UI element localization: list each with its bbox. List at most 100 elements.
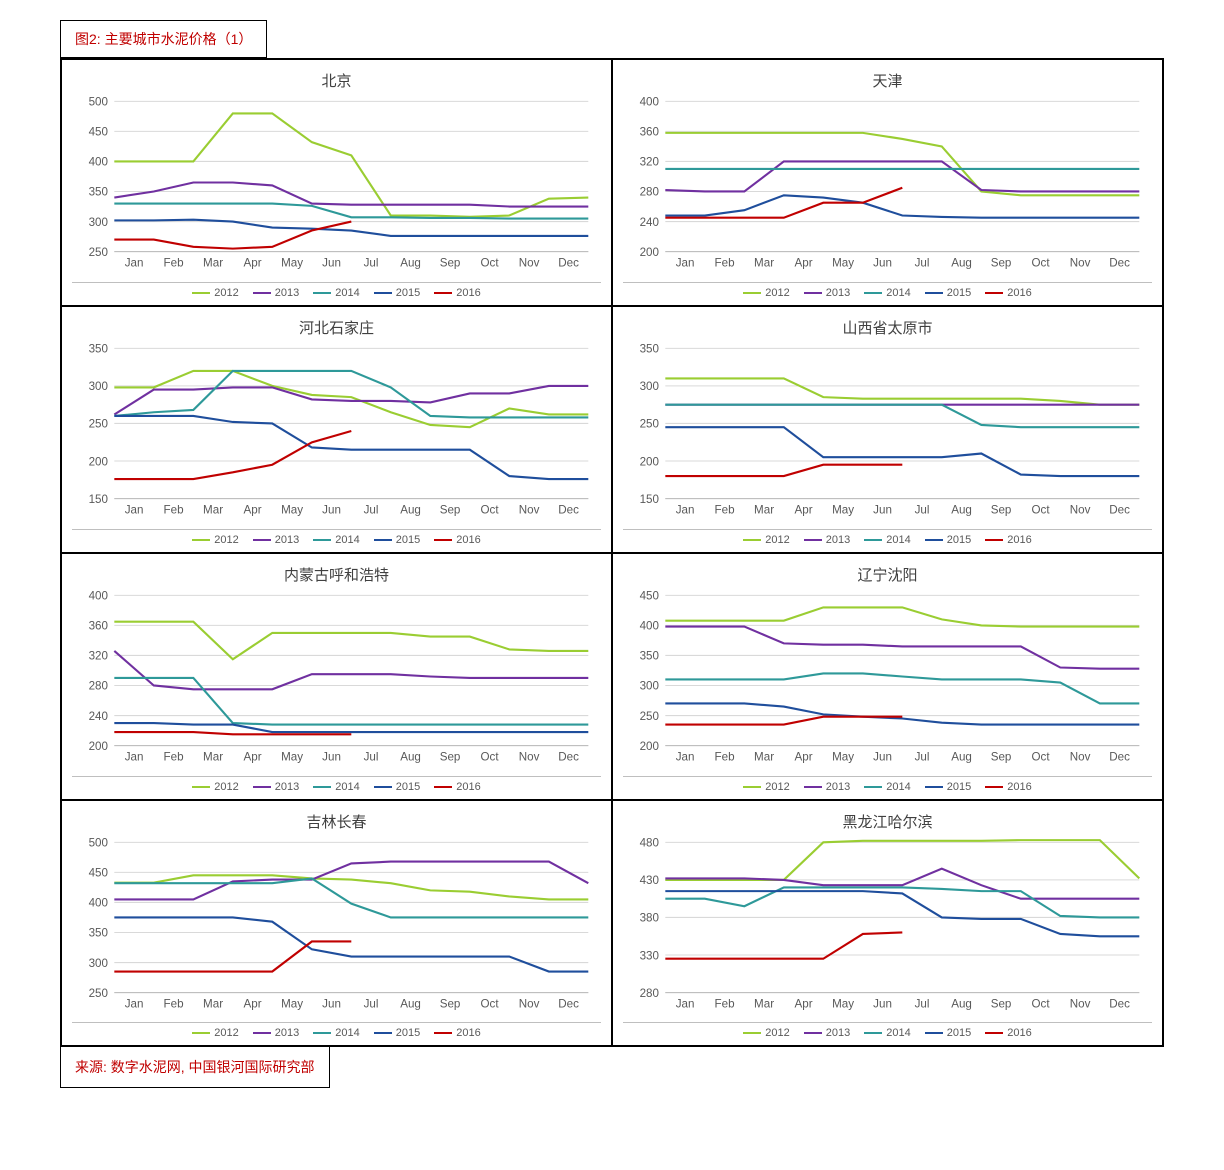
- x-tick-label: Apr: [795, 997, 813, 1010]
- legend-swatch: [313, 292, 331, 294]
- series-2015: [665, 703, 1139, 724]
- y-tick-label: 250: [89, 246, 109, 259]
- y-tick-label: 350: [640, 342, 660, 355]
- x-tick-label: Aug: [951, 503, 972, 516]
- legend-item-2013: 2013: [253, 287, 299, 299]
- panel-title: 天津: [623, 70, 1152, 91]
- legend-swatch: [192, 539, 210, 541]
- legend-item-2016: 2016: [985, 534, 1031, 546]
- legend-label: 2012: [214, 534, 238, 546]
- y-tick-label: 360: [89, 619, 109, 632]
- legend-swatch: [253, 786, 271, 788]
- chart-neimenggu: 200240280320360400JanFebMarAprMayJunJulA…: [72, 589, 601, 769]
- x-tick-label: Mar: [754, 997, 774, 1010]
- x-tick-label: Aug: [400, 256, 421, 269]
- x-tick-label: Jun: [322, 997, 341, 1010]
- x-tick-label: Jan: [676, 750, 695, 763]
- y-tick-label: 280: [640, 986, 660, 999]
- y-tick-label: 450: [640, 589, 660, 602]
- series-2012: [114, 621, 588, 659]
- x-tick-label: Dec: [1109, 750, 1130, 763]
- legend-swatch: [925, 539, 943, 541]
- x-tick-label: Dec: [558, 750, 579, 763]
- legend: 20122013201420152016: [72, 529, 601, 548]
- x-tick-label: Jul: [364, 256, 379, 269]
- legend-swatch: [743, 292, 761, 294]
- x-tick-label: Dec: [1109, 997, 1130, 1010]
- x-tick-label: May: [832, 256, 854, 269]
- x-tick-label: Jul: [915, 997, 930, 1010]
- panel-neimenggu: 内蒙古呼和浩特200240280320360400JanFebMarAprMay…: [61, 553, 612, 800]
- legend-item-2014: 2014: [313, 287, 359, 299]
- y-tick-label: 300: [640, 380, 660, 393]
- x-tick-label: May: [832, 997, 854, 1010]
- y-tick-label: 240: [89, 709, 109, 722]
- y-tick-label: 300: [640, 679, 660, 692]
- series-2015: [665, 427, 1139, 476]
- y-tick-label: 400: [89, 156, 109, 169]
- series-2014: [665, 673, 1139, 703]
- y-tick-label: 280: [89, 679, 109, 692]
- legend-label: 2013: [826, 781, 850, 793]
- chart-jilin: 250300350400450500JanFebMarAprMayJunJulA…: [72, 836, 601, 1016]
- chart-tianjin: 200240280320360400JanFebMarAprMayJunJulA…: [623, 95, 1152, 275]
- x-tick-label: Jan: [125, 503, 144, 516]
- legend-label: 2015: [396, 781, 420, 793]
- legend-item-2012: 2012: [743, 781, 789, 793]
- x-tick-label: Oct: [481, 750, 500, 763]
- legend-swatch: [374, 539, 392, 541]
- y-tick-label: 400: [640, 96, 660, 109]
- legend-label: 2012: [214, 781, 238, 793]
- series-2013: [114, 651, 588, 689]
- legend-swatch: [804, 539, 822, 541]
- x-tick-label: Aug: [400, 750, 421, 763]
- x-tick-label: Jan: [676, 503, 695, 516]
- legend-item-2012: 2012: [192, 781, 238, 793]
- x-tick-label: May: [281, 997, 303, 1010]
- y-tick-label: 350: [89, 342, 109, 355]
- x-tick-label: Dec: [1109, 256, 1130, 269]
- chart-grid: 北京250300350400450500JanFebMarAprMayJunJu…: [60, 58, 1164, 1047]
- y-tick-label: 250: [640, 709, 660, 722]
- legend-label: 2016: [456, 287, 480, 299]
- x-tick-label: Oct: [1032, 503, 1051, 516]
- x-tick-label: Nov: [1070, 997, 1091, 1010]
- legend-label: 2014: [886, 781, 910, 793]
- x-tick-label: May: [832, 503, 854, 516]
- legend-swatch: [743, 786, 761, 788]
- x-tick-label: Sep: [991, 997, 1012, 1010]
- y-tick-label: 400: [89, 589, 109, 602]
- y-tick-label: 450: [89, 126, 109, 139]
- legend-label: 2016: [1007, 1027, 1031, 1039]
- x-tick-label: Sep: [440, 503, 461, 516]
- legend-swatch: [253, 292, 271, 294]
- series-2012: [665, 607, 1139, 626]
- legend-label: 2012: [765, 287, 789, 299]
- legend-item-2016: 2016: [434, 781, 480, 793]
- x-tick-label: Mar: [754, 503, 774, 516]
- y-tick-label: 240: [640, 216, 660, 229]
- legend: 20122013201420152016: [72, 776, 601, 795]
- series-2012: [114, 113, 588, 216]
- x-tick-label: Dec: [558, 503, 579, 516]
- legend-swatch: [925, 786, 943, 788]
- x-tick-label: Oct: [481, 503, 500, 516]
- legend-item-2014: 2014: [864, 287, 910, 299]
- panel-beijing: 北京250300350400450500JanFebMarAprMayJunJu…: [61, 59, 612, 306]
- x-tick-label: Aug: [400, 997, 421, 1010]
- legend-item-2012: 2012: [743, 1027, 789, 1039]
- legend-swatch: [434, 292, 452, 294]
- legend-swatch: [864, 1032, 882, 1034]
- legend-item-2012: 2012: [192, 287, 238, 299]
- x-tick-label: Apr: [244, 750, 262, 763]
- y-tick-label: 200: [640, 740, 660, 753]
- y-tick-label: 400: [640, 619, 660, 632]
- x-tick-label: Aug: [400, 503, 421, 516]
- x-tick-label: Feb: [164, 256, 184, 269]
- x-tick-label: Apr: [795, 503, 813, 516]
- legend-label: 2016: [1007, 287, 1031, 299]
- legend-label: 2013: [826, 534, 850, 546]
- x-tick-label: Mar: [203, 997, 223, 1010]
- y-tick-label: 250: [89, 418, 109, 431]
- y-tick-label: 330: [640, 949, 660, 962]
